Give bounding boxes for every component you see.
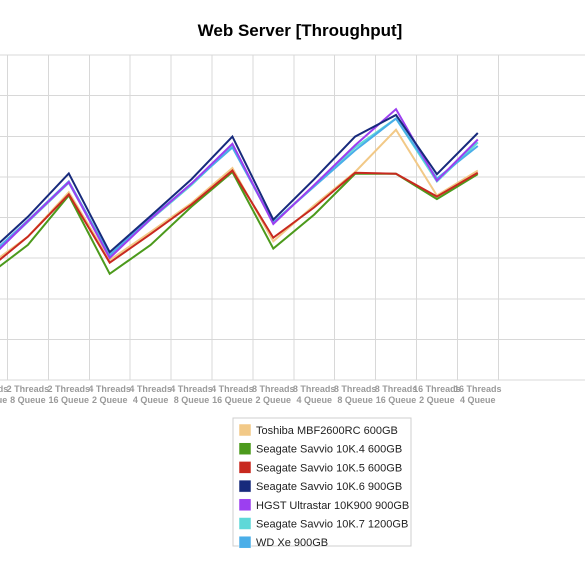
x-tick-label: 8 Threads [375, 384, 418, 394]
legend-label: Seagate Savvio 10K.6 900GB [256, 481, 402, 493]
legend-swatch [238, 479, 252, 493]
x-tick-label: 16 Threads [413, 384, 461, 394]
x-tick-label: 4 Threads [129, 384, 172, 394]
legend-label: Seagate Savvio 10K.7 1200GB [256, 519, 408, 531]
x-tick-label: 4 Queue [460, 395, 496, 405]
x-tick-label: 16 Queue [212, 395, 253, 405]
legend-label: Seagate Savvio 10K.5 600GB [256, 462, 402, 474]
legend-label: WD Xe 900GB [256, 537, 328, 549]
legend-swatch [238, 517, 252, 530]
x-tick-label: 8 Queue [337, 395, 373, 405]
x-tick-label: 2 Threads [48, 384, 91, 394]
legend-swatch [238, 423, 252, 437]
x-tick-label: 16 Threads [454, 384, 502, 394]
x-tick-label: 2 Queue [419, 395, 455, 405]
legend-label: HGST Ultrastar 10K900 900GB [256, 500, 409, 512]
x-tick-label: 16 Queue [376, 395, 417, 405]
x-tick-label: 2 Queue [92, 395, 128, 405]
x-tick-label: 8 Queue [174, 395, 210, 405]
x-tick-label: 4 Queue [133, 395, 169, 405]
legend-label: Toshiba MBF2600RC 600GB [256, 425, 398, 437]
series-line [0, 128, 479, 262]
series-line [0, 107, 479, 260]
x-tick-label: 8 Threads [334, 384, 377, 394]
x-tick-label: 2 Threads [7, 384, 50, 394]
legend-label: Seagate Savvio 10K.4 600GB [256, 444, 402, 456]
series-line [0, 113, 479, 254]
chart-title: Web Server [Throughput] [198, 21, 403, 40]
x-tick-label: 8 Threads [252, 384, 295, 394]
x-tick-label: 16 Queue [49, 395, 90, 405]
x-tick-label: 8 Queue [10, 395, 46, 405]
x-tick-label: 4 Queue [296, 395, 332, 405]
x-tick-label: 8 Threads [293, 384, 336, 394]
x-tick-label: 4 Threads [211, 384, 254, 394]
x-tick-label: 1 Threads [0, 384, 8, 394]
legend-swatch [238, 498, 252, 512]
x-tick-label: 4 Threads [88, 384, 131, 394]
x-tick-label: 16 Queue [0, 395, 7, 405]
x-tick-label: 2 Queue [256, 395, 292, 405]
series-line [0, 169, 479, 265]
x-tick-label: 4 Threads [170, 384, 213, 394]
series-lines [0, 107, 479, 276]
legend: Toshiba MBF2600RC 600GB Seagate Savvio 10… [232, 417, 412, 549]
legend-swatch [238, 461, 252, 474]
legend-box [232, 417, 412, 547]
legend-swatch [238, 535, 252, 549]
legend-swatch [238, 442, 252, 455]
